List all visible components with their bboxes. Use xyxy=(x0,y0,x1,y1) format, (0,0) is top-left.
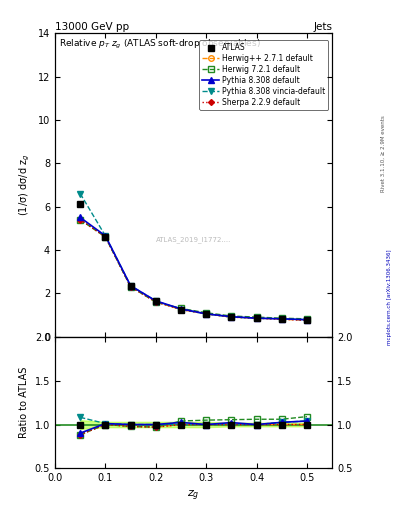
Text: ATLAS_2019_I1772....: ATLAS_2019_I1772.... xyxy=(156,236,231,243)
Text: Rivet 3.1.10, ≥ 2.9M events: Rivet 3.1.10, ≥ 2.9M events xyxy=(381,115,386,192)
Text: Relative $p_T$ $z_g$ (ATLAS soft-drop observables): Relative $p_T$ $z_g$ (ATLAS soft-drop ob… xyxy=(59,38,261,51)
X-axis label: $z_g$: $z_g$ xyxy=(187,489,200,503)
Legend: ATLAS, Herwig++ 2.7.1 default, Herwig 7.2.1 default, Pythia 8.308 default, Pythi: ATLAS, Herwig++ 2.7.1 default, Herwig 7.… xyxy=(199,40,328,110)
Text: 13000 GeV pp: 13000 GeV pp xyxy=(55,22,129,32)
Text: mcplots.cern.ch [arXiv:1306.3436]: mcplots.cern.ch [arXiv:1306.3436] xyxy=(387,249,391,345)
Text: Jets: Jets xyxy=(313,22,332,32)
Y-axis label: (1/σ) dσ/d z$_g$: (1/σ) dσ/d z$_g$ xyxy=(18,154,32,216)
Y-axis label: Ratio to ATLAS: Ratio to ATLAS xyxy=(19,367,29,438)
